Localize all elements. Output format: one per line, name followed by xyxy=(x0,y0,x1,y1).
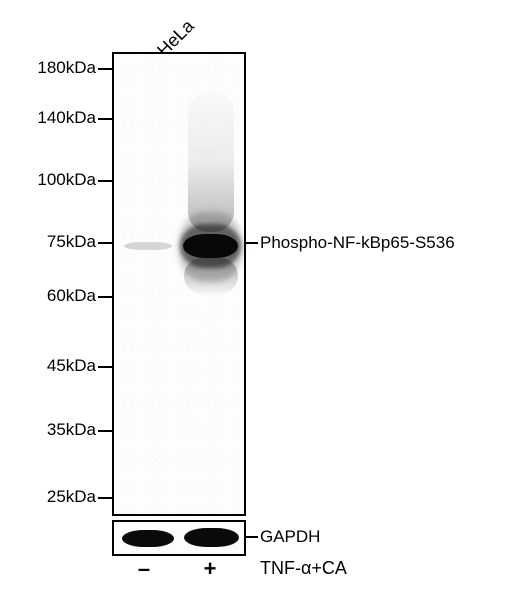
gapdh-label: GAPDH xyxy=(260,527,320,547)
ladder-label: 140kDa xyxy=(37,108,98,128)
gapdh-tick xyxy=(244,536,258,538)
ladder-tick xyxy=(98,68,112,70)
treatment-label: TNF-α+CA xyxy=(260,558,347,579)
main-blot-membrane xyxy=(112,52,246,516)
ladder-label: 60kDa xyxy=(47,286,98,306)
treatment-plus: + xyxy=(200,556,220,582)
ladder-label: 35kDa xyxy=(47,420,98,440)
gapdh-band-lane2 xyxy=(184,528,239,547)
ladder-label: 75kDa xyxy=(47,232,98,252)
ladder-tick xyxy=(98,180,112,182)
target-band-tick xyxy=(244,242,258,244)
treatment-minus: – xyxy=(134,556,154,582)
lane2-smear-lower xyxy=(184,258,238,294)
ladder-label: 180kDa xyxy=(37,58,98,78)
target-band-label: Phospho-NF-kBp65-S536 xyxy=(260,233,455,253)
ladder-label: 45kDa xyxy=(47,356,98,376)
loading-control-membrane xyxy=(112,520,246,556)
ladder-label: 25kDa xyxy=(47,487,98,507)
ladder-label: 100kDa xyxy=(37,170,98,190)
lane1-faint-band xyxy=(124,242,172,250)
ladder-tick xyxy=(98,497,112,499)
ladder-tick xyxy=(98,296,112,298)
ladder-tick xyxy=(98,366,112,368)
gapdh-band-lane1 xyxy=(122,530,174,547)
ladder-tick xyxy=(98,430,112,432)
lane2-target-band xyxy=(183,234,238,258)
lane2-smear-upper xyxy=(188,92,234,232)
ladder-tick xyxy=(98,242,112,244)
ladder-tick xyxy=(98,118,112,120)
westernblot-figure: HeLa 180kDa 140kDa 100kDa 75kDa 60kDa xyxy=(0,0,511,608)
